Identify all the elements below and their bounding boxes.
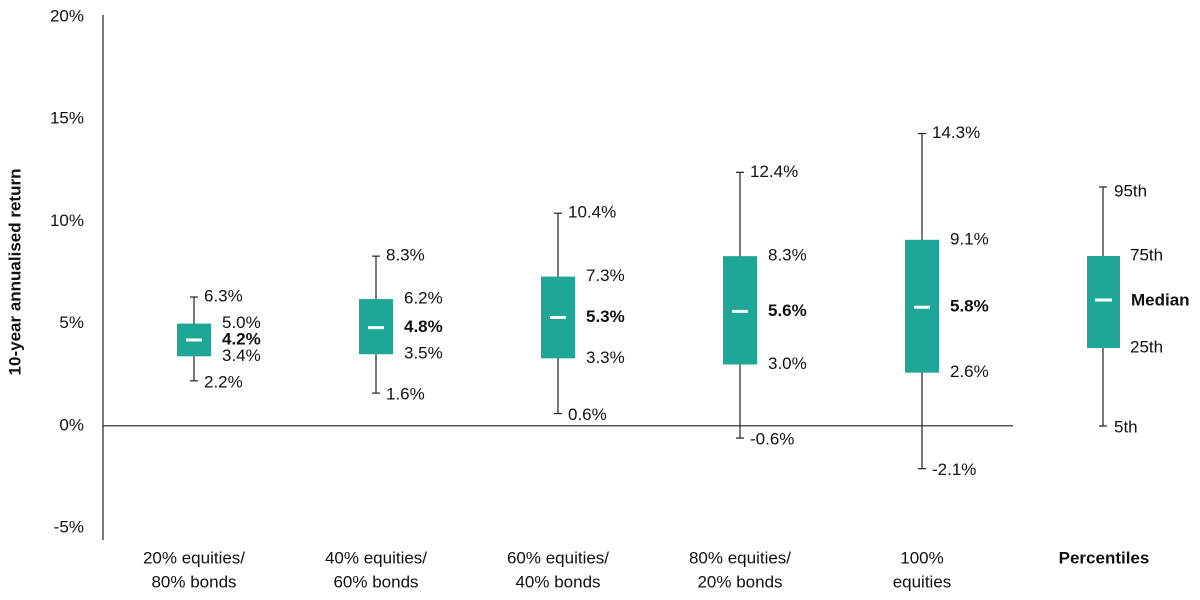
value-label: -2.1%: [932, 460, 976, 479]
y-tick-label: 0%: [59, 415, 84, 434]
value-label: 7.3%: [586, 266, 625, 285]
legend-label: 75th: [1130, 245, 1163, 264]
x-tick-label: 100%: [900, 548, 943, 567]
value-label: 5.0%: [222, 313, 261, 332]
x-tick-label: 80% bonds: [151, 572, 236, 591]
value-label: 5.6%: [768, 301, 807, 320]
value-label: 6.3%: [204, 287, 243, 306]
x-tick-label: 60% equities/: [507, 548, 609, 567]
legend-box: [1087, 256, 1120, 348]
value-label: 4.8%: [404, 317, 443, 336]
value-label: 9.1%: [950, 229, 989, 248]
value-label: 10.4%: [568, 203, 616, 222]
y-tick-label: -5%: [54, 517, 84, 536]
value-label: 14.3%: [932, 123, 980, 142]
x-tick-label: 80% equities/: [689, 548, 791, 567]
legend-label: 25th: [1130, 337, 1163, 356]
y-tick-label: 5%: [59, 313, 84, 332]
value-label: 1.6%: [386, 385, 425, 404]
value-label: 5.3%: [586, 307, 625, 326]
legend: 95th 75th Median 25th 5th Percentiles: [1059, 181, 1190, 567]
legend-label: Median: [1131, 290, 1190, 309]
y-tick-label: 15%: [50, 109, 84, 128]
value-label: 12.4%: [750, 162, 798, 181]
legend-title: Percentiles: [1059, 548, 1150, 567]
value-label: 3.5%: [404, 344, 443, 363]
legend-label: 95th: [1114, 181, 1147, 200]
value-label: 3.4%: [222, 346, 261, 365]
value-label: 3.3%: [586, 348, 625, 367]
y-axis-title: 10-year annualised return: [5, 169, 24, 376]
x-tick-label: 40% bonds: [515, 572, 600, 591]
value-label: 2.2%: [204, 372, 243, 391]
value-label: 0.6%: [568, 405, 607, 424]
value-label: 8.3%: [386, 246, 425, 265]
value-label: 2.6%: [950, 362, 989, 381]
value-label: 6.2%: [404, 289, 443, 308]
value-label: 4.2%: [222, 329, 261, 348]
value-label: 8.3%: [768, 246, 807, 265]
x-tick-label: 20% equities/: [143, 548, 245, 567]
x-tick-label: equities: [893, 572, 952, 591]
y-tick-label: 10%: [50, 211, 84, 230]
x-tick-label: 20% bonds: [697, 572, 782, 591]
value-label: 5.8%: [950, 297, 989, 316]
value-label: 3.0%: [768, 354, 807, 373]
value-label: -0.6%: [750, 430, 794, 449]
legend-label: 5th: [1114, 417, 1138, 436]
x-tick-label: 60% bonds: [333, 572, 418, 591]
y-tick-label: 20%: [50, 6, 84, 25]
x-tick-label: 40% equities/: [325, 548, 427, 567]
